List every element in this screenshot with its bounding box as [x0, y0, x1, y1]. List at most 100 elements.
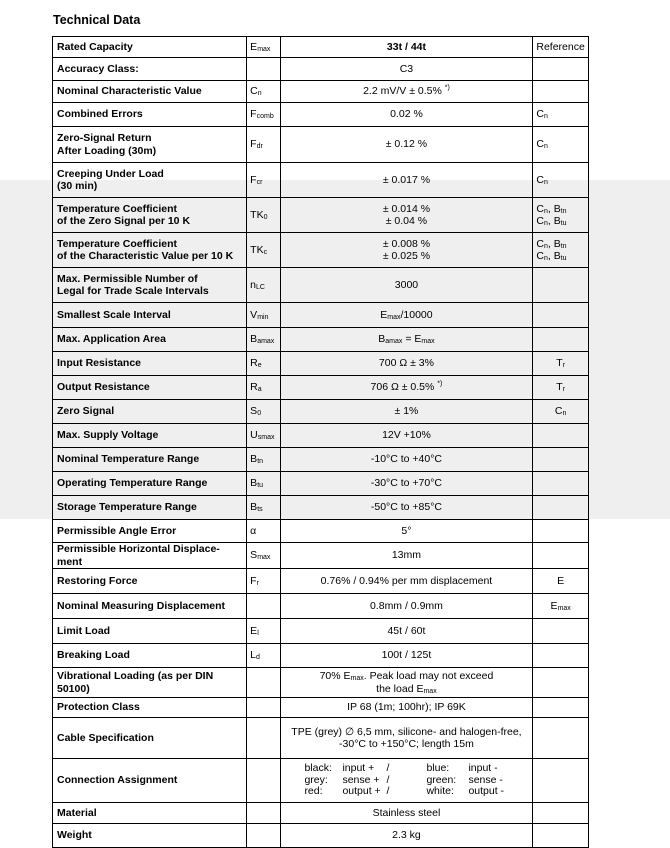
text: 3000	[394, 278, 419, 291]
text: B	[378, 333, 386, 346]
text: C	[536, 202, 544, 215]
text: B	[250, 501, 258, 514]
row-reference	[532, 823, 589, 848]
row-label: Accuracy Class:	[51, 57, 248, 81]
row-reference	[532, 471, 589, 496]
text: C	[536, 138, 544, 151]
row-symbol: S0	[246, 399, 281, 424]
text: T	[556, 381, 563, 394]
row-label: Combined Errors	[51, 102, 248, 127]
text: F	[250, 108, 257, 121]
row-value: Bamax = Emax	[279, 327, 534, 352]
page-title: Technical Data	[53, 13, 141, 27]
text: -50°C to +85°C	[370, 501, 443, 514]
row-label: Permissible Horizontal Displace-ment	[51, 542, 248, 569]
row-label: Max. Permissible Number of Legal for Trad…	[51, 267, 248, 303]
row-symbol: Emax	[246, 36, 281, 58]
row-reference	[532, 495, 589, 520]
row-symbol	[246, 697, 281, 718]
row-symbol	[246, 57, 281, 81]
row-symbol	[246, 802, 281, 824]
text: E	[250, 624, 258, 637]
subscript: smax	[257, 434, 275, 442]
subscript: n	[543, 113, 548, 121]
row-symbol: Fcomb	[246, 102, 281, 127]
subscript: ts	[257, 506, 263, 514]
row-symbol: El	[246, 618, 281, 644]
table-row: Combined Errors Fcomb 0.02 % Cn	[51, 102, 589, 127]
row-value: ± 0.014 % ± 0.04 %	[279, 197, 534, 233]
row-value: IP 68 (1m; 100hr); IP 69K	[279, 697, 534, 718]
row-label: Rated Capacity	[51, 36, 248, 58]
row-reference: Cn, Btn Cn, Btu	[532, 232, 589, 268]
table-row: Temperature Coefficient of the Characteri…	[51, 232, 589, 268]
row-label: Output Resistance	[51, 375, 248, 400]
text: F	[250, 173, 257, 186]
row-value: TPE (grey) ∅ 6,5 mm, silicone- and halog…	[279, 717, 534, 759]
row-value: 70% Emax. Peak load may not exceed the lo…	[279, 667, 534, 698]
text: ± 0.04 %	[385, 215, 428, 227]
table-row: Temperature Coefficient of the Zero Signa…	[51, 197, 589, 233]
footnote-mark: *)	[444, 84, 450, 92]
subscript: n	[257, 90, 262, 98]
row-label: Breaking Load	[51, 643, 248, 668]
row-symbol	[246, 758, 281, 803]
subscript: tn	[257, 458, 264, 466]
row-reference	[532, 643, 589, 668]
subscript: a	[257, 386, 262, 394]
text: ± 0.017 %	[382, 173, 431, 186]
row-symbol: Fdr	[246, 126, 281, 163]
subscript: n	[562, 410, 567, 418]
table-row: Zero-Signal Return After Loading (30m) Fdr…	[51, 126, 589, 163]
row-reference: Cn	[532, 162, 589, 198]
connection-cell: white:	[426, 785, 454, 798]
row-label: Nominal Measuring Displacement	[51, 593, 248, 619]
table-row: Permissible Horizontal Displace-ment Smax…	[51, 542, 589, 569]
row-reference: Cn	[532, 126, 589, 163]
text: B	[250, 453, 258, 466]
subscript: min	[257, 313, 269, 321]
table-row: Input Resistance Re 700 Ω ± 3% Tr	[51, 351, 589, 376]
connection-cell: red:	[304, 785, 323, 798]
row-value: Emax/10000	[279, 302, 534, 328]
table-row: Smallest Scale Interval Vmin Emax/10000	[51, 302, 589, 328]
row-label: Storage Temperature Range	[51, 495, 248, 520]
text: 0.8mm / 0.9mm	[369, 599, 443, 612]
text: ± 0.025 %	[382, 250, 431, 262]
row-reference	[532, 423, 589, 448]
subscript: r	[256, 579, 259, 587]
table-row: Rated Capacity Emax 33t / 44t Reference	[51, 36, 589, 58]
text: ± 0.014 %	[382, 202, 431, 215]
text: 70% E	[319, 670, 351, 682]
row-reference: Emax	[532, 593, 589, 619]
row-label: Max. Application Area	[51, 327, 248, 352]
subscript: amax	[385, 338, 403, 346]
text: , B	[547, 237, 561, 250]
subscript: 0	[257, 410, 262, 418]
row-symbol: TKc	[246, 232, 281, 268]
text: C	[536, 237, 544, 250]
connection-grid: black: input + / blue: input - grey: sense + / g…	[285, 763, 529, 798]
table-row: Breaking Load Ld 100t / 125t	[51, 643, 589, 668]
row-symbol: Smax	[246, 542, 281, 569]
row-value: ± 0.008 % ± 0.025 %	[279, 232, 534, 268]
table-row: Nominal Temperature Range Btn -10°C to +40…	[51, 447, 589, 472]
table-row: Material Stainless steel	[51, 802, 589, 824]
text: E	[557, 574, 565, 587]
connection-cell: /	[386, 785, 390, 798]
connection-cell: output -	[468, 785, 505, 798]
subscript: max	[350, 675, 364, 682]
row-reference: Cn	[532, 102, 589, 127]
row-symbol: Bts	[246, 495, 281, 520]
connection-cell: grey:	[304, 773, 328, 786]
text: 700 Ω ± 3%	[378, 357, 434, 370]
text: T	[556, 357, 563, 370]
row-reference	[532, 57, 589, 81]
table-row: Accuracy Class: C3	[51, 57, 589, 81]
row-value: 3000	[279, 267, 534, 303]
subscript: n	[543, 255, 548, 262]
text: ± 1%	[394, 405, 419, 418]
row-label: Zero-Signal Return After Loading (30m)	[51, 126, 248, 163]
table-row: Vibrational Loading (as per DIN 50100) 70%…	[51, 667, 589, 698]
text: C3	[399, 62, 414, 75]
